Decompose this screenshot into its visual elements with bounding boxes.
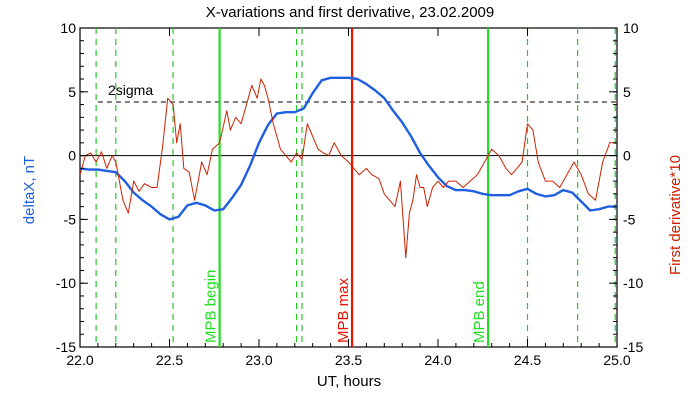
- ticks-layer: 22.0 22.5 23.0 23.5 24.0 24.5 25.0 10 5 0 -5 -10 -15…: [56, 20, 644, 368]
- y-tick-label-left-1: 5: [68, 84, 76, 100]
- sigma-label: 2sigma: [108, 82, 153, 98]
- x-tick-label-4: 24.0: [424, 352, 451, 368]
- x-axis-title: UT, hours: [317, 373, 381, 390]
- y-tick-label-right-3: -5: [623, 211, 636, 227]
- marker-label-0: MPB begin: [203, 270, 220, 343]
- x-tick-label-1: 22.5: [156, 352, 183, 368]
- y-tick-label-left-0: 10: [60, 20, 76, 36]
- x-tick-label-0: 22.0: [66, 352, 93, 368]
- y-tick-label-right-4: -10: [623, 275, 643, 291]
- marker-lines-layer: MPB begin MPB max MPB end: [203, 28, 490, 347]
- series-line-derivative: [79, 78, 617, 259]
- dashed-vlines-layer: [95, 28, 616, 347]
- y-tick-label-left-3: -5: [64, 211, 77, 227]
- y-tick-label-right-1: 5: [623, 84, 631, 100]
- series-layer: [79, 76, 617, 259]
- chart-title: X-variations and first derivative, 23.02…: [206, 4, 495, 21]
- x-tick-label-5: 24.5: [514, 352, 541, 368]
- x-tick-label-3: 23.5: [335, 352, 362, 368]
- y-axis-left-title: deltaX, nT: [21, 156, 38, 224]
- y-tick-label-left-2: 0: [68, 148, 76, 164]
- y-tick-label-left-4: -10: [56, 275, 76, 291]
- y-tick-label-right-0: 10: [623, 20, 639, 36]
- y-tick-label-right-2: 0: [623, 148, 631, 164]
- y-tick-label-right-5: -15: [623, 339, 643, 355]
- y-axis-right-title: First derivative*10: [667, 155, 684, 275]
- series-line-deltaX: [79, 76, 617, 221]
- reference-lines-layer: [80, 101, 617, 157]
- marker-label-2: MPB end: [471, 281, 488, 343]
- x-tick-label-6: 25.0: [603, 352, 630, 368]
- marker-label-1: MPB max: [335, 277, 352, 343]
- x-tick-label-2: 23.0: [245, 352, 272, 368]
- y-tick-label-left-5: -15: [56, 339, 76, 355]
